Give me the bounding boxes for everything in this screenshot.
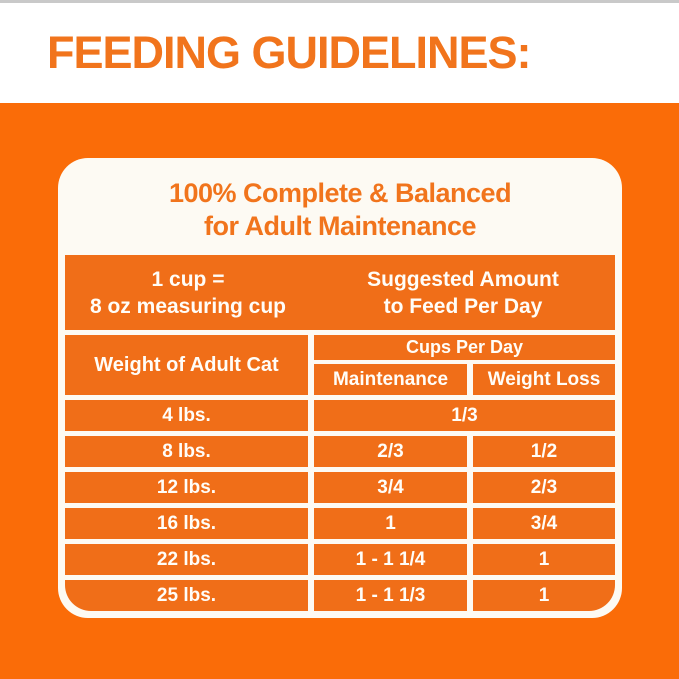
merged-value-cell: 1/3 <box>314 400 615 431</box>
feeding-table-body: 4 lbs. 1/3 8 lbs. 2/3 1/2 12 lbs. 3/4 2/3 16 lbs… <box>65 400 615 611</box>
weight-loss-value-cell: 1 <box>473 544 615 575</box>
suggested-amount-line2: to Feed Per Day <box>383 294 543 318</box>
cup-measure-note: 1 cup = 8 oz measuring cup <box>65 255 311 330</box>
suggested-amount-note: Suggested Amount to Feed Per Day <box>311 255 615 330</box>
maintenance-value-cell: 2/3 <box>314 436 467 467</box>
table-header-row: Weight of Adult Cat Cups Per Day Mainten… <box>65 335 615 395</box>
weight-cell: 16 lbs. <box>65 508 308 539</box>
maintenance-value-cell: 3/4 <box>314 472 467 503</box>
maintenance-value-cell: 1 - 1 1/3 <box>314 580 467 611</box>
page-title: FEEDING GUIDELINES: <box>47 27 532 78</box>
card-title: 100% Complete & Balanced for Adult Maint… <box>65 165 615 255</box>
cups-header-group: Cups Per Day Maintenance Weight Loss <box>314 335 615 395</box>
weight-loss-value-cell: 1 <box>473 580 615 611</box>
weight-column-header: Weight of Adult Cat <box>65 335 308 395</box>
weight-loss-value-cell: 1/2 <box>473 436 615 467</box>
maintenance-value-cell: 1 - 1 1/4 <box>314 544 467 575</box>
cup-measure-line2: 8 oz measuring cup <box>89 294 287 318</box>
weight-cell: 8 lbs. <box>65 436 308 467</box>
weight-cell: 4 lbs. <box>65 400 308 431</box>
weight-cell: 25 lbs. <box>65 580 308 611</box>
measuring-info-row: 1 cup = 8 oz measuring cup Suggested Amo… <box>65 255 615 330</box>
card-title-line1: 100% Complete & Balanced <box>168 178 512 208</box>
maintenance-column-header: Maintenance <box>314 364 467 395</box>
orange-background: 100% Complete & Balanced for Adult Maint… <box>0 103 679 679</box>
card-title-line2: for Adult Maintenance <box>203 211 477 241</box>
maintenance-value-cell: 1 <box>314 508 467 539</box>
weight-loss-value-cell: 3/4 <box>473 508 615 539</box>
cups-per-day-header: Cups Per Day <box>314 335 615 360</box>
top-banner: FEEDING GUIDELINES: <box>0 0 679 103</box>
suggested-amount-line1: Suggested Amount <box>367 267 559 291</box>
guidelines-card: 100% Complete & Balanced for Adult Maint… <box>58 158 622 618</box>
weight-loss-column-header: Weight Loss <box>473 364 615 395</box>
weight-loss-value-cell: 2/3 <box>473 472 615 503</box>
cup-measure-line1: 1 cup = <box>151 267 225 291</box>
sub-column-headers: Maintenance Weight Loss <box>314 364 615 395</box>
weight-cell: 22 lbs. <box>65 544 308 575</box>
weight-cell: 12 lbs. <box>65 472 308 503</box>
